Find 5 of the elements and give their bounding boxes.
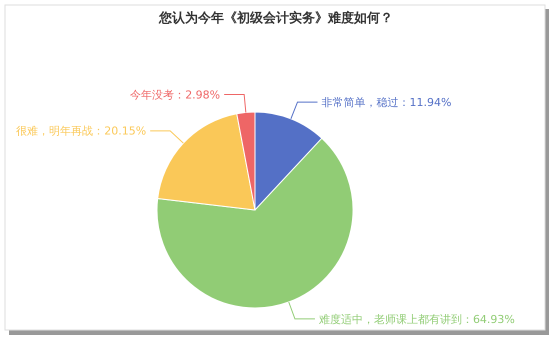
slice-label: 今年没考：2.98% [130,88,220,102]
slice-label: 非常简单，稳过：11.94% [322,96,452,109]
slice-label: 难度适中，老师课上都有讲到：64.93% [318,312,515,326]
chart-title: 您认为今年《初级会计实务》难度如何？ [158,10,393,26]
slice-label: 很难，明年再战：20.15% [16,124,146,138]
